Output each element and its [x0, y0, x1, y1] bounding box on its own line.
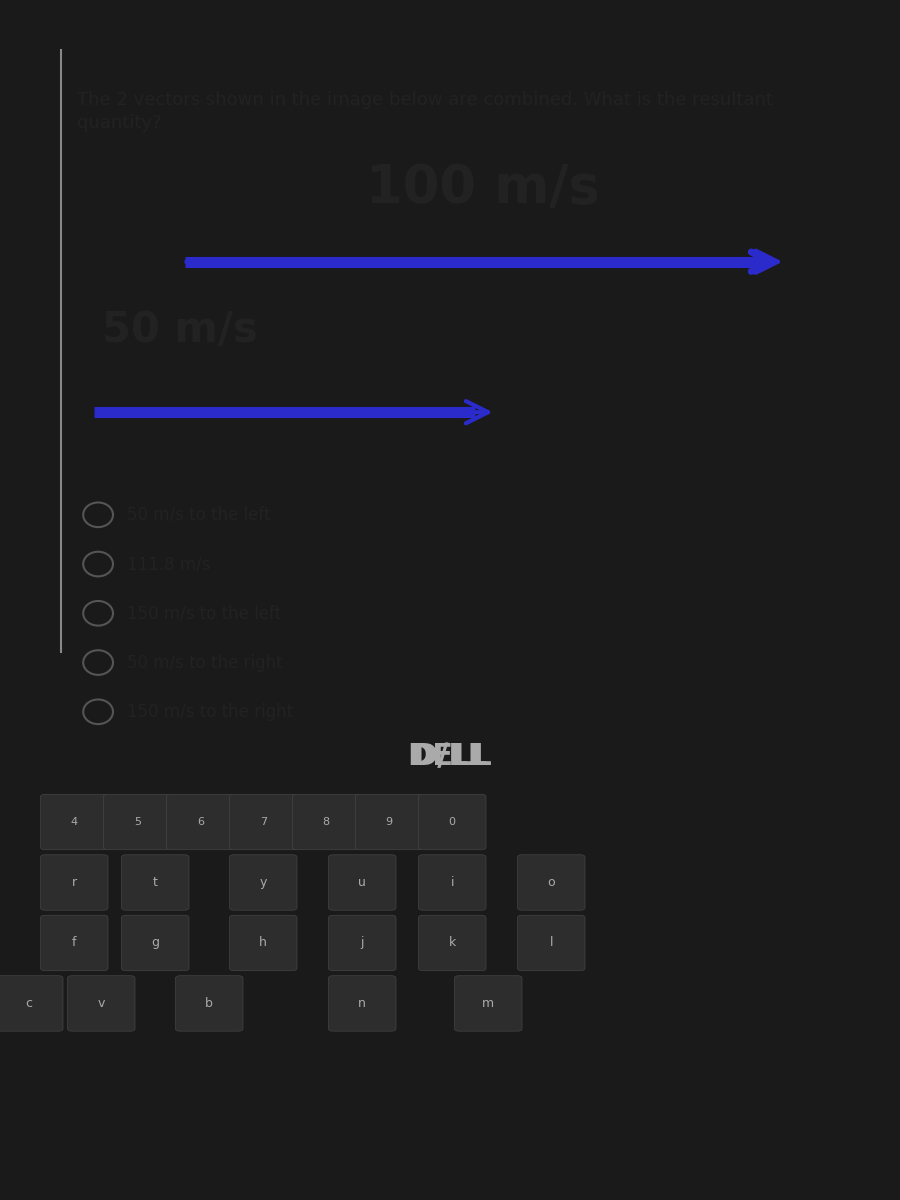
Text: 50 m/s to the right: 50 m/s to the right	[127, 654, 283, 672]
FancyBboxPatch shape	[328, 854, 396, 911]
FancyBboxPatch shape	[356, 794, 423, 850]
Text: c: c	[26, 997, 32, 1010]
Text: i: i	[451, 876, 454, 889]
Text: DELL: DELL	[408, 742, 492, 770]
FancyBboxPatch shape	[328, 976, 396, 1031]
Text: 4: 4	[71, 817, 77, 827]
FancyBboxPatch shape	[230, 916, 297, 971]
FancyBboxPatch shape	[230, 794, 297, 850]
FancyBboxPatch shape	[68, 976, 135, 1031]
FancyBboxPatch shape	[122, 916, 189, 971]
FancyBboxPatch shape	[518, 916, 585, 971]
Text: n: n	[358, 997, 366, 1010]
FancyBboxPatch shape	[122, 854, 189, 911]
FancyBboxPatch shape	[40, 794, 108, 850]
Text: f: f	[72, 936, 76, 949]
Text: j: j	[361, 936, 364, 949]
Text: 6: 6	[197, 817, 203, 827]
Text: 8: 8	[323, 817, 329, 827]
Text: 111.8 m/s: 111.8 m/s	[127, 556, 211, 574]
FancyBboxPatch shape	[40, 916, 108, 971]
FancyBboxPatch shape	[454, 976, 522, 1031]
Text: The 2 vectors shown in the image below are combined. What is the resultant
quant: The 2 vectors shown in the image below a…	[77, 91, 773, 132]
Text: r: r	[72, 876, 76, 889]
Text: 5: 5	[134, 817, 140, 827]
FancyBboxPatch shape	[0, 976, 63, 1031]
FancyBboxPatch shape	[328, 916, 396, 971]
FancyBboxPatch shape	[176, 976, 243, 1031]
Text: 50 m/s: 50 m/s	[103, 308, 258, 350]
Text: u: u	[358, 876, 366, 889]
Text: 50 m/s to the left: 50 m/s to the left	[127, 505, 271, 523]
FancyBboxPatch shape	[418, 794, 486, 850]
Text: 150 m/s to the right: 150 m/s to the right	[127, 703, 293, 721]
FancyBboxPatch shape	[166, 794, 234, 850]
Text: t: t	[153, 876, 157, 889]
Text: h: h	[259, 936, 267, 949]
Text: 9: 9	[386, 817, 392, 827]
FancyBboxPatch shape	[418, 854, 486, 911]
Text: 100 m/s: 100 m/s	[366, 162, 600, 214]
Text: 7: 7	[260, 817, 266, 827]
FancyBboxPatch shape	[40, 854, 108, 911]
Text: b: b	[205, 997, 213, 1010]
FancyBboxPatch shape	[292, 794, 360, 850]
Text: 150 m/s to the left: 150 m/s to the left	[127, 605, 281, 623]
Text: D∕LL: D∕LL	[412, 742, 488, 770]
FancyBboxPatch shape	[104, 794, 171, 850]
Text: y: y	[259, 876, 267, 889]
Text: v: v	[97, 997, 105, 1010]
Text: k: k	[448, 936, 456, 949]
Text: m: m	[482, 997, 494, 1010]
Text: 0: 0	[449, 817, 455, 827]
FancyBboxPatch shape	[418, 916, 486, 971]
FancyBboxPatch shape	[230, 854, 297, 911]
Text: g: g	[151, 936, 159, 949]
Text: l: l	[550, 936, 553, 949]
Text: o: o	[547, 876, 555, 889]
FancyBboxPatch shape	[518, 854, 585, 911]
